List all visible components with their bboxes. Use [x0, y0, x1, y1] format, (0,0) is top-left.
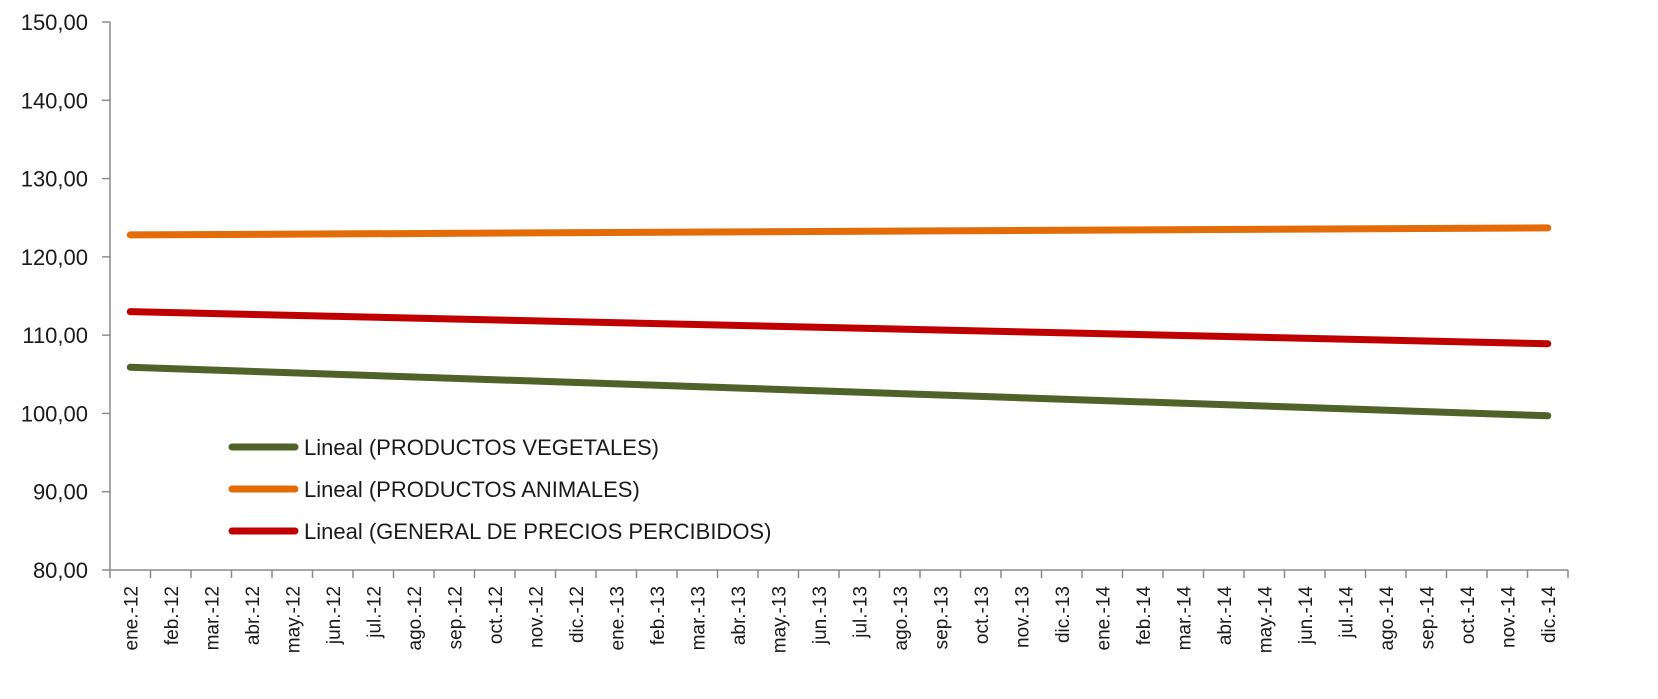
y-tick-label: 130,00	[21, 167, 88, 192]
y-tick-label: 120,00	[21, 245, 88, 270]
x-tick-label: dic.-13	[1053, 586, 1074, 643]
x-tick-label: oct.-13	[972, 586, 993, 644]
x-tick-label: mar.-13	[688, 586, 709, 650]
legend-label-3: Lineal (GENERAL DE PRECIOS PERCIBIDOS)	[304, 519, 771, 544]
x-tick-label: oct.-12	[486, 586, 507, 644]
y-tick-label: 150,00	[21, 10, 88, 35]
y-tick-label: 110,00	[22, 323, 88, 348]
x-tick-label: jul.-14	[1336, 586, 1357, 639]
x-tick-label: ene.-13	[607, 586, 628, 650]
legend-label-1: Lineal (PRODUCTOS VEGETALES)	[304, 435, 659, 460]
x-tick-label: ene.-12	[121, 586, 142, 650]
x-tick-label: may.-12	[283, 586, 304, 653]
series-line-3	[126, 308, 1552, 348]
legend: Lineal (PRODUCTOS VEGETALES) Lineal (PROD…	[228, 435, 771, 544]
x-tick-label: nov.-12	[526, 586, 547, 648]
x-tick-label: sep.-13	[931, 586, 952, 649]
x-tick-label: feb.-14	[1134, 586, 1155, 646]
x-tick-label: oct.-14	[1458, 586, 1479, 645]
series-layer	[126, 224, 1552, 420]
x-tick-label: sep.-14	[1417, 586, 1438, 650]
series-line-1	[126, 363, 1552, 420]
x-tick-label: may.-13	[769, 586, 790, 653]
x-tick-label: ago.-14	[1377, 586, 1398, 651]
series-line-2	[126, 224, 1552, 239]
x-tick-label: feb.-12	[162, 586, 183, 645]
x-axis-ticks: ene.-12 feb.-12 mar.-12 abr.-12 may.-12 jun.-…	[109, 570, 1569, 654]
x-tick-label: feb.-13	[648, 586, 669, 645]
legend-label-2: Lineal (PRODUCTOS ANIMALES)	[304, 477, 640, 502]
x-tick-label: jun.-14	[1296, 586, 1317, 646]
x-tick-label: jun.-12	[324, 586, 345, 645]
x-tick-label: jul.-13	[850, 586, 871, 639]
x-tick-label: nov.-13	[1012, 586, 1033, 648]
x-tick-label: abr.-13	[729, 586, 750, 645]
x-tick-label: ago.-13	[891, 586, 912, 650]
x-tick-label: jul.-12	[364, 586, 385, 639]
x-tick-label: nov.-14	[1498, 586, 1519, 648]
y-tick-label: 140,00	[21, 88, 88, 113]
y-tick-label: 100,00	[21, 401, 88, 426]
y-tick-label: 90,00	[33, 480, 88, 505]
y-tick-label: 80,00	[33, 558, 88, 583]
y-axis-ticks: 80,00 90,00 100,00 110,00 120,00 130,00 140,00…	[21, 10, 110, 583]
x-tick-label: ago.-12	[405, 586, 426, 650]
x-tick-label: ene.-14	[1093, 586, 1114, 651]
x-tick-label: may.-14	[1255, 586, 1276, 654]
x-tick-label: mar.-12	[202, 586, 223, 650]
x-tick-label: jun.-13	[810, 586, 831, 645]
x-tick-label: dic.-12	[567, 586, 588, 643]
x-tick-label: mar.-14	[1174, 586, 1195, 651]
x-tick-label: abr.-14	[1215, 586, 1236, 646]
x-tick-label: dic.-14	[1539, 586, 1560, 643]
x-tick-label: abr.-12	[243, 586, 264, 645]
x-tick-label: sep.-12	[445, 586, 466, 649]
